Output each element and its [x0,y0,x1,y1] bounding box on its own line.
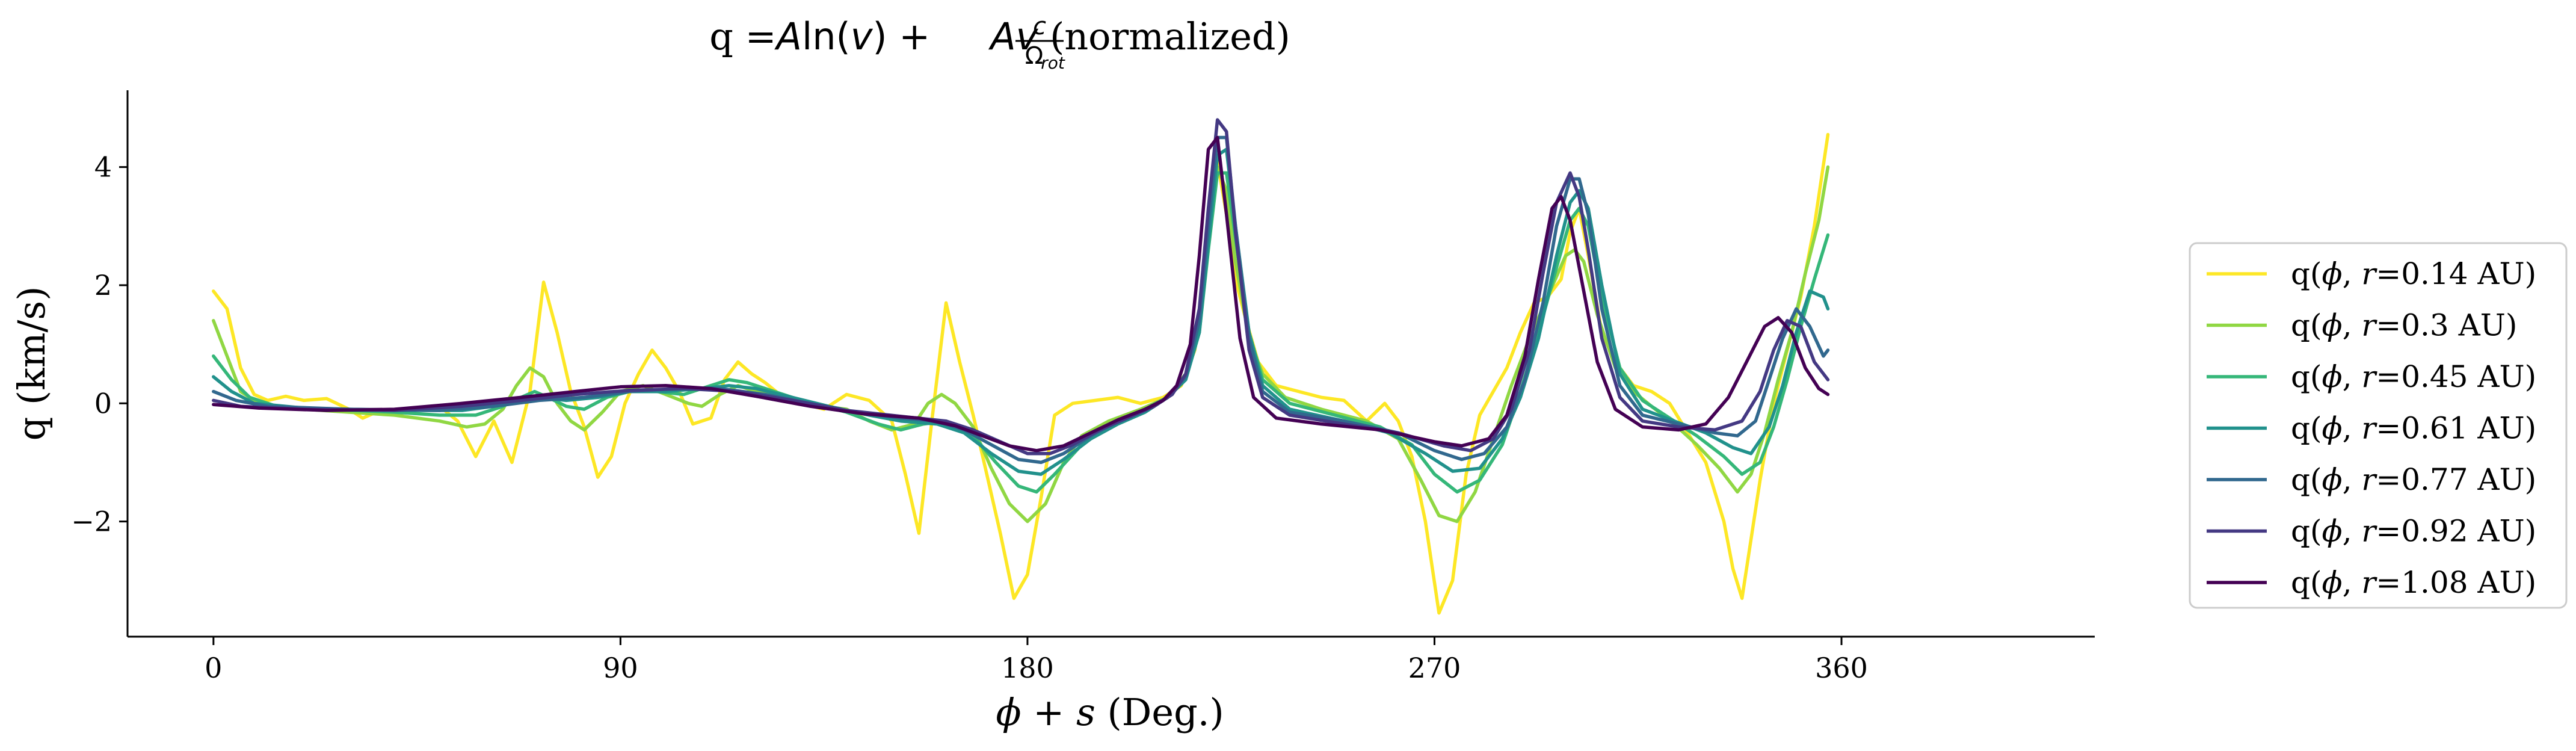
title-prefix: q = [709,14,776,58]
title-ln: ln( [802,14,851,58]
svg-text:q =Aln(v) +Av (normalized): q =Aln(v) + Av (normalized) [709,14,1290,58]
title-av-symbol: Av [988,14,1038,58]
series-line-6 [212,118,1830,456]
title-fraction-subscript: rot [1041,53,1065,73]
y-axis-label: q (km/s) [10,286,54,441]
x-tick-label: 180 [1001,652,1054,684]
y-ticks: −2 0 2 4 [71,151,128,538]
legend-label-7: q(ϕ, r=1.08 AU) [2291,565,2536,600]
title-fraction-omega: Ω [1025,42,1044,70]
x-axis-label-phi: ϕ [996,690,1021,734]
legend-label-4: q(ϕ, r=0.61 AU) [2291,411,2536,446]
x-axis-label-unit: (Deg.) [1095,690,1224,734]
legend: q(ϕ, r=0.14 AU) q(ϕ, r=0.3 AU) q(ϕ, r=0.45… [2189,242,2568,609]
title-v-symbol: v [851,14,874,58]
series-line-7 [212,135,1830,453]
chart-title: q =Aln(v) + Av (normalized) c Ω rot [709,13,1290,73]
legend-label-2: q(ϕ, r=0.3 AU) [2291,308,2517,343]
x-axis-label-plus: + [1021,690,1076,734]
x-tick-label: 270 [1408,652,1461,684]
x-axis-label: ϕ + s (Deg.) [996,690,1224,734]
title-a-symbol: A [774,14,802,58]
title-suffix: (normalized) [1038,14,1290,58]
series-lines [212,118,1830,615]
x-tick-label: 360 [1815,652,1868,684]
y-tick-label: 2 [94,269,112,301]
legend-frame [2189,242,2568,609]
title-fraction-numerator: c [1033,13,1046,40]
y-tick-label: 4 [94,151,112,184]
legend-label-1: q(ϕ, r=0.14 AU) [2291,256,2536,291]
y-tick-label: −2 [71,505,112,538]
legend-label-5: q(ϕ, r=0.77 AU) [2291,462,2536,497]
title-plus: ) + [872,14,930,58]
x-ticks: 0 90 180 270 360 [205,637,1868,684]
legend-items: q(ϕ, r=0.14 AU) q(ϕ, r=0.3 AU) q(ϕ, r=0.45… [2207,256,2536,600]
x-axis-label-s: s [1076,690,1095,734]
svg-text:Ω: Ω [1025,42,1044,70]
x-tick-label: 90 [603,652,638,684]
x-tick-label: 0 [205,652,222,684]
legend-label-6: q(ϕ, r=0.92 AU) [2291,514,2536,549]
legend-label-3: q(ϕ, r=0.45 AU) [2291,359,2536,394]
y-tick-label: 0 [94,387,112,419]
